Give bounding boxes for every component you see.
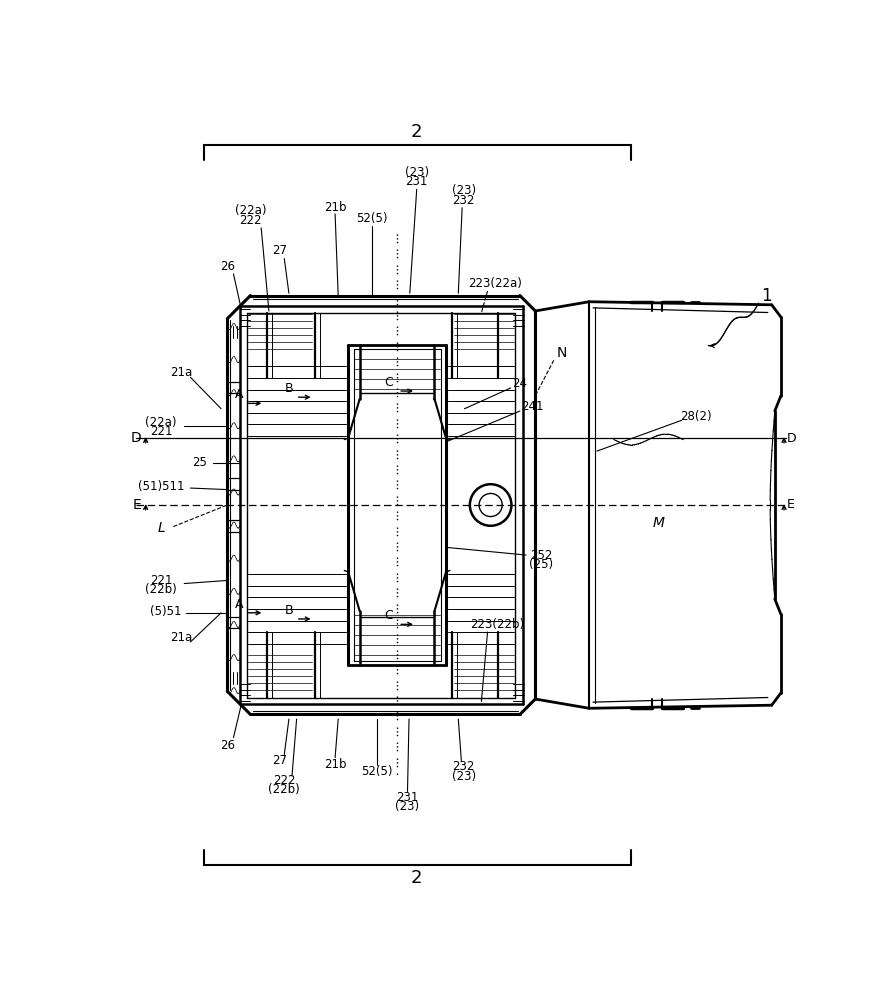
Text: (22a): (22a) (145, 416, 177, 429)
Text: B: B (284, 382, 293, 395)
Text: A: A (235, 388, 243, 401)
Text: 52(5): 52(5) (361, 765, 392, 778)
Text: 231: 231 (405, 175, 428, 188)
Text: N: N (557, 346, 566, 360)
Text: B: B (284, 604, 293, 617)
Text: 221: 221 (150, 574, 172, 587)
Text: (23): (23) (396, 800, 420, 813)
Text: 2: 2 (411, 123, 422, 141)
Text: E: E (132, 498, 141, 512)
Text: (51)511: (51)511 (138, 480, 184, 493)
Text: A: A (235, 598, 243, 611)
Text: 2: 2 (411, 869, 422, 887)
Text: E: E (787, 498, 795, 512)
Text: 21a: 21a (170, 631, 192, 644)
Text: (22b): (22b) (145, 583, 177, 596)
Text: (23): (23) (452, 184, 476, 197)
Text: (25): (25) (530, 558, 554, 571)
Text: 28(2): 28(2) (680, 410, 711, 423)
Text: C: C (385, 609, 394, 622)
Text: (22b): (22b) (268, 783, 300, 796)
Text: D: D (131, 431, 141, 445)
Text: 232: 232 (453, 760, 475, 773)
Text: 24: 24 (512, 377, 527, 390)
Text: 26: 26 (220, 260, 235, 273)
Text: 52(5): 52(5) (356, 212, 388, 225)
Text: 221: 221 (150, 425, 172, 438)
Text: 223(22b): 223(22b) (469, 618, 524, 631)
Text: (23): (23) (404, 166, 428, 179)
Text: 21b: 21b (324, 201, 347, 214)
Text: (5)51: (5)51 (150, 605, 181, 618)
Text: 222: 222 (239, 214, 261, 227)
Text: (23): (23) (452, 770, 476, 783)
Text: 252: 252 (530, 549, 553, 562)
Text: L: L (157, 521, 165, 535)
Text: 241: 241 (521, 400, 543, 413)
Text: D: D (787, 432, 797, 445)
Text: 26: 26 (220, 739, 235, 752)
Text: M: M (653, 516, 664, 530)
Text: (22a): (22a) (235, 204, 266, 217)
Text: 21a: 21a (170, 366, 192, 379)
Text: 1: 1 (761, 287, 772, 305)
Text: 222: 222 (273, 774, 295, 787)
Text: 25: 25 (192, 456, 207, 469)
Text: C: C (385, 376, 394, 389)
Text: 27: 27 (272, 244, 287, 257)
Text: 231: 231 (396, 791, 419, 804)
Text: 232: 232 (453, 194, 475, 207)
Text: 21b: 21b (324, 758, 347, 771)
Text: 27: 27 (272, 754, 287, 767)
Text: 223(22a): 223(22a) (469, 277, 522, 290)
